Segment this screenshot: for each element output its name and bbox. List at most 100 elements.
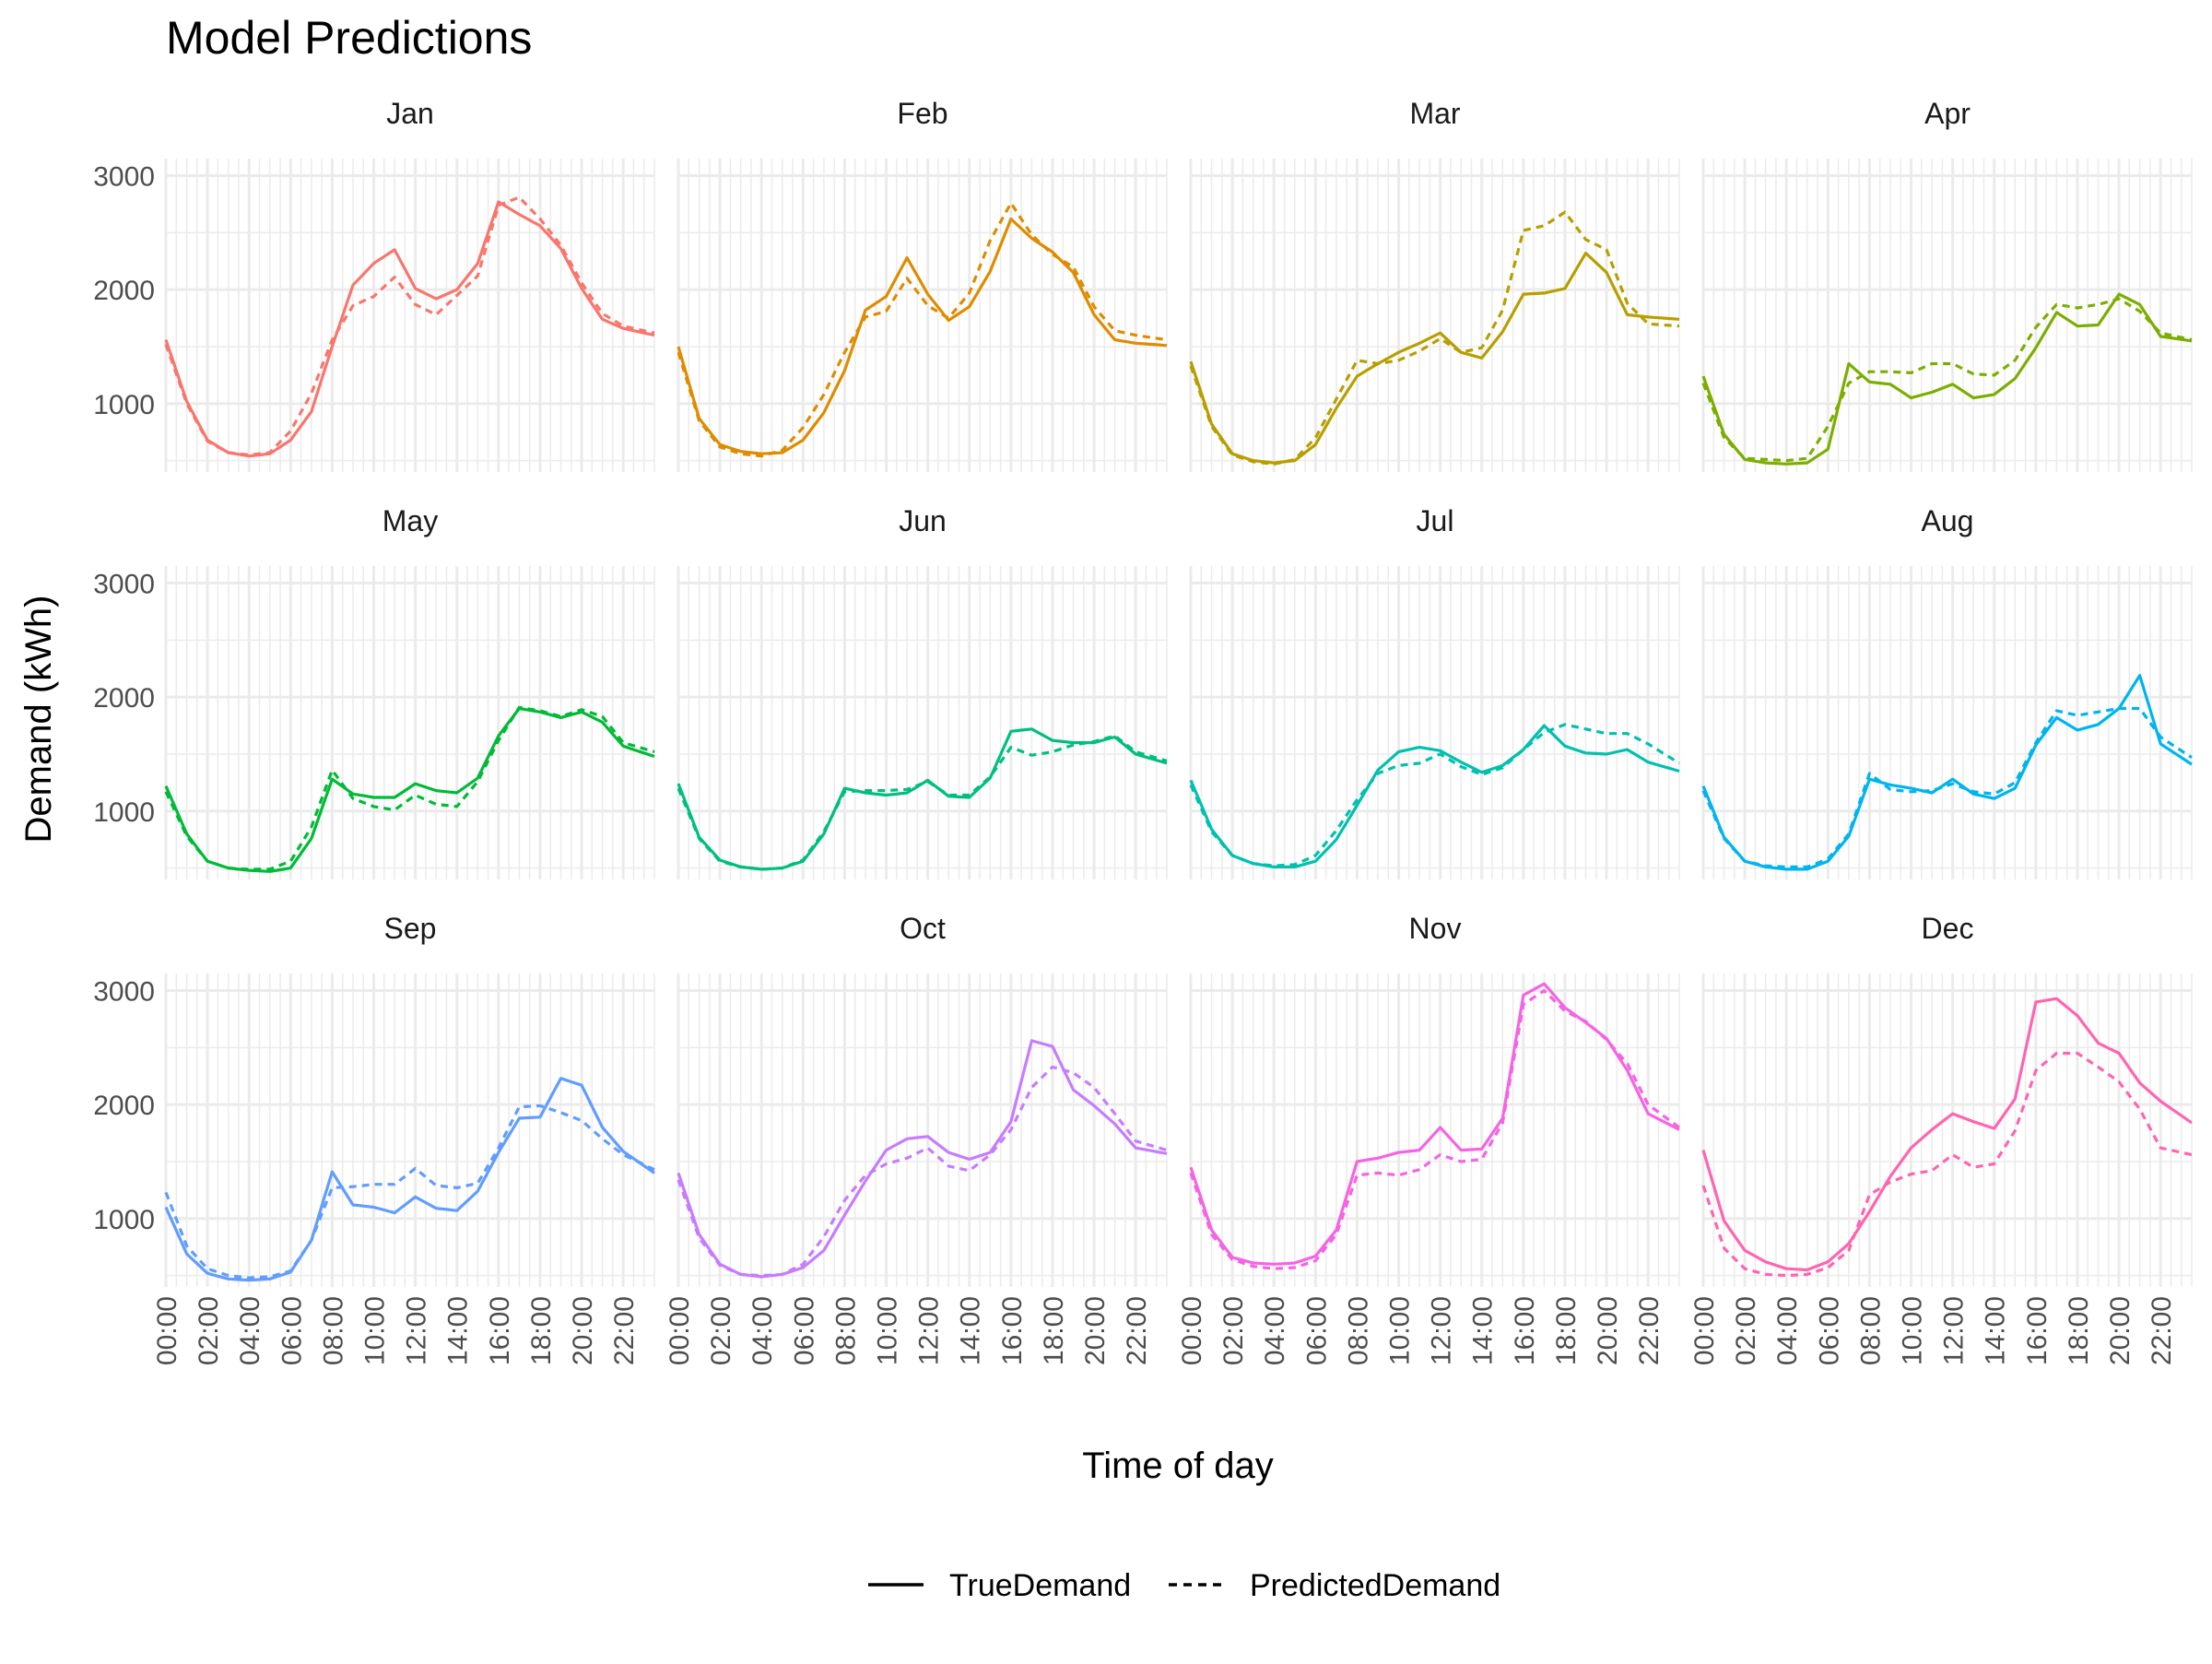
x-tick-label: 18:00: [526, 1296, 557, 1365]
facet-may: May 1000 2000 3000: [93, 504, 655, 879]
x-tick-label: 16:00: [2022, 1296, 2053, 1365]
facet-strip-label: Apr: [1924, 97, 1971, 130]
y-tick-label: 1000: [93, 1205, 155, 1235]
x-tick-label: 20:00: [2105, 1296, 2136, 1365]
series-predicted-demand: [1189, 210, 1680, 466]
series-predicted-demand: [1701, 297, 2193, 463]
facet-apr: Apr: [1701, 97, 2193, 472]
x-tick-label: 06:00: [1301, 1296, 1332, 1365]
series-true-demand: [677, 1039, 1168, 1279]
series-true-demand: [1701, 292, 2193, 466]
legend-predicted-label: PredictedDemand: [1250, 1568, 1500, 1603]
facet-feb: Feb: [677, 97, 1168, 472]
x-tick-label: 18:00: [2064, 1296, 2094, 1365]
x-tick-label: 06:00: [1814, 1296, 1844, 1365]
series-true-demand: [164, 706, 655, 873]
x-tick-label: 04:00: [235, 1296, 265, 1365]
series-true-demand: [1189, 982, 1680, 1266]
x-tick-label: 14:00: [443, 1296, 474, 1365]
chart-title: Model Predictions: [166, 12, 532, 64]
series-predicted-demand: [164, 1103, 655, 1280]
x-tick-label: 22:00: [1634, 1296, 1665, 1365]
y-tick-label: 3000: [93, 162, 155, 193]
y-axis-label: Demand (kWh): [18, 596, 59, 844]
y-tick-label: 2000: [93, 276, 155, 306]
facet-strip-label: Jun: [899, 504, 947, 537]
series-true-demand: [677, 217, 1168, 455]
facet-strip-label: Jul: [1417, 504, 1454, 537]
x-tick-label: 16:00: [1510, 1296, 1540, 1365]
series-true-demand: [164, 1077, 655, 1282]
x-tick-label: 16:00: [997, 1296, 1028, 1365]
x-tick-label: 12:00: [914, 1296, 945, 1365]
facet-aug: Aug: [1701, 504, 2193, 879]
series-predicted-demand: [1701, 706, 2193, 868]
x-tick-label: 06:00: [276, 1296, 307, 1365]
x-tick-label: 08:00: [830, 1296, 861, 1365]
facet-strip-label: Mar: [1409, 97, 1460, 130]
y-tick-label: 1000: [93, 797, 155, 828]
facet-jul: Jul: [1189, 504, 1680, 879]
x-tick-label: 02:00: [194, 1296, 224, 1365]
x-tick-label: 02:00: [706, 1296, 736, 1365]
x-tick-label: 04:00: [747, 1296, 778, 1365]
facet-strip-label: Aug: [1922, 504, 1974, 537]
facet-strip-label: Dec: [1922, 912, 1974, 945]
x-tick-label: 12:00: [1427, 1296, 1457, 1365]
x-tick-label: 14:00: [956, 1296, 986, 1365]
series-true-demand: [677, 727, 1168, 871]
legend-true-label: TrueDemand: [949, 1568, 1131, 1603]
series-true-demand: [1189, 252, 1680, 465]
facet-jan: Jan 1000 2000 3000: [93, 97, 655, 472]
facet-strip-label: Sep: [384, 912, 437, 945]
x-tick-label: 06:00: [789, 1296, 819, 1365]
x-tick-label: 00:00: [152, 1296, 182, 1365]
x-axis-label: Time of day: [1082, 1446, 1273, 1486]
series-predicted-demand: [1189, 988, 1680, 1270]
x-tick-label: 08:00: [318, 1296, 348, 1365]
series-true-demand: [164, 200, 655, 458]
facet-mar: Mar: [1189, 97, 1680, 472]
x-tick-label: 12:00: [1939, 1296, 1970, 1365]
x-tick-label: 10:00: [1898, 1296, 1928, 1365]
facet-strip-label: Jan: [386, 97, 434, 130]
x-tick-label: 20:00: [1593, 1296, 1623, 1365]
x-tick-label: 02:00: [1218, 1296, 1249, 1365]
facet-dec: Dec 00:00 02:00 04:00 06:00 08:00 10:00 12:00 14…: [1689, 912, 2193, 1365]
x-tick-label: 18:00: [1551, 1296, 1582, 1365]
x-tick-label: 22:00: [1122, 1296, 1152, 1365]
legend: TrueDemand PredictedDemand: [868, 1568, 1500, 1603]
x-tick-label: 10:00: [1385, 1296, 1416, 1365]
facet-strip-label: Oct: [900, 912, 946, 945]
x-tick-label: 00:00: [1177, 1296, 1207, 1365]
x-tick-label: 12:00: [402, 1296, 432, 1365]
x-tick-label: 04:00: [1772, 1296, 1803, 1365]
x-tick-label: 14:00: [1981, 1296, 2011, 1365]
y-tick-label: 3000: [93, 977, 155, 1008]
x-tick-label: 20:00: [568, 1296, 598, 1365]
series-predicted-demand: [1189, 723, 1680, 867]
series-predicted-demand: [677, 1065, 1168, 1278]
series-predicted-demand: [677, 201, 1168, 458]
series-true-demand: [1701, 997, 2193, 1272]
x-tick-label: 16:00: [485, 1296, 515, 1365]
x-tick-label: 22:00: [2147, 1296, 2177, 1365]
facet-sep: Sep 1000 2000 3000 00:00 02:00 04:00 06:00 08:00…: [93, 912, 655, 1365]
facet-strip-label: Feb: [897, 97, 947, 130]
x-tick-label: 18:00: [1039, 1296, 1069, 1365]
x-tick-label: 20:00: [1080, 1296, 1111, 1365]
x-tick-label: 22:00: [609, 1296, 640, 1365]
x-tick-label: 04:00: [1260, 1296, 1290, 1365]
facet-nov: Nov 00:00 02:00 04:00 06:00 08:00 10:00 12:00 14…: [1177, 912, 1680, 1365]
x-tick-label: 10:00: [873, 1296, 903, 1365]
x-tick-label: 00:00: [665, 1296, 695, 1365]
y-tick-label: 3000: [93, 570, 155, 600]
x-tick-label: 02:00: [1731, 1296, 1761, 1365]
facet-strip-label: Nov: [1409, 912, 1462, 945]
series-true-demand: [1189, 724, 1680, 868]
x-tick-label: 10:00: [360, 1296, 391, 1365]
x-tick-label: 00:00: [1689, 1296, 1720, 1365]
